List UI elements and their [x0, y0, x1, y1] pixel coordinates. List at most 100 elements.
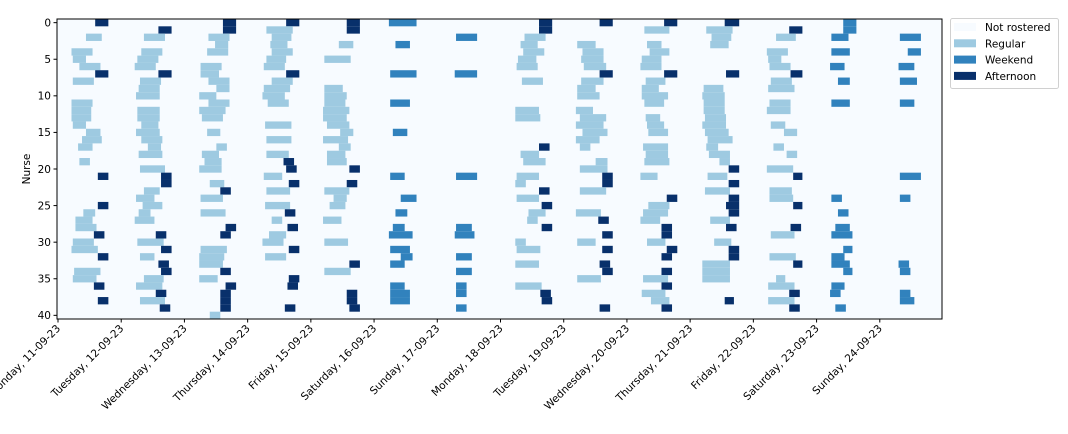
shift-cell-afternoon	[93, 282, 105, 290]
shift-cell-weekend	[899, 297, 915, 305]
shift-cell-afternoon	[661, 282, 673, 290]
shift-cell-regular	[323, 216, 342, 224]
shift-cell-afternoon	[346, 297, 358, 305]
shift-cell-weekend	[831, 260, 850, 268]
shift-cell-weekend	[831, 282, 845, 290]
shift-cell-regular	[216, 84, 230, 93]
shift-cell-regular	[271, 216, 283, 224]
shift-cell-regular	[209, 179, 225, 188]
shift-cell-regular	[270, 40, 288, 49]
shift-cell-afternoon	[97, 201, 109, 210]
shift-cell-regular	[72, 121, 86, 129]
shift-cell-regular	[714, 238, 732, 246]
shift-cell-regular	[768, 297, 795, 305]
shift-cell-regular	[323, 136, 349, 144]
shift-cell-regular	[265, 253, 287, 261]
shift-cell-regular	[769, 187, 792, 195]
shift-cell-afternoon	[541, 297, 553, 305]
shift-cell-regular	[703, 99, 725, 107]
shift-cell-regular	[707, 136, 733, 144]
shift-cell-weekend	[830, 289, 841, 298]
shift-cell-weekend	[899, 289, 911, 298]
shift-cell-weekend	[831, 253, 845, 261]
shift-cell-weekend	[456, 282, 467, 290]
shift-cell-regular	[201, 150, 219, 159]
y-tick-label: 10	[38, 91, 51, 103]
shift-cell-regular	[575, 209, 601, 217]
shift-cell-regular	[648, 128, 669, 137]
shift-cell-afternoon	[793, 201, 803, 210]
shift-cell-weekend	[390, 260, 405, 268]
shift-cell-regular	[82, 136, 102, 144]
shift-cell-regular	[710, 216, 730, 224]
shift-cell-regular	[577, 238, 596, 246]
shift-cell-regular	[708, 150, 730, 159]
shift-cell-weekend	[456, 267, 472, 276]
shift-cell-regular	[266, 26, 293, 34]
shift-cell-weekend	[843, 19, 857, 27]
shift-cell-regular	[641, 92, 669, 100]
shift-cell-regular	[137, 55, 159, 63]
shift-cell-afternoon	[728, 179, 740, 188]
shift-cell-regular	[702, 260, 730, 268]
shift-cell-regular	[204, 158, 222, 166]
shift-cell-regular	[769, 62, 791, 71]
x-tick-label: Friday, 15-09-23	[247, 323, 316, 392]
shift-cell-weekend	[831, 99, 850, 107]
shift-cell-regular	[783, 128, 798, 137]
shift-cell-regular	[581, 77, 604, 85]
shift-cell-regular	[200, 70, 219, 78]
shift-cell-regular	[324, 99, 346, 107]
shift-cell-weekend	[390, 70, 417, 78]
shift-cell-afternoon	[222, 19, 237, 27]
shift-cell-regular	[143, 275, 164, 283]
shift-cell-regular	[72, 238, 94, 246]
shift-cell-regular	[262, 238, 284, 246]
shift-cell-regular	[199, 253, 225, 261]
shift-cell-regular	[766, 48, 788, 56]
shift-cell-regular	[647, 40, 662, 49]
shift-cell-regular	[702, 275, 730, 283]
shift-cell-afternoon	[286, 19, 300, 27]
y-tick-label: 30	[38, 237, 51, 249]
shift-cell-regular	[138, 209, 151, 217]
shift-cell-afternoon	[346, 26, 360, 34]
y-tick-label: 5	[44, 54, 51, 66]
shift-cell-regular	[338, 143, 351, 151]
shift-cell-afternoon	[284, 209, 296, 217]
shift-cell-regular	[702, 121, 727, 129]
shift-cell-afternoon	[539, 143, 550, 151]
shift-cell-afternoon	[728, 253, 740, 261]
shift-cell-regular	[199, 92, 217, 100]
shift-cell-regular	[577, 275, 601, 283]
shift-cell-afternoon	[728, 165, 740, 173]
shift-cell-weekend	[456, 253, 472, 261]
shift-cell-afternoon	[728, 194, 740, 202]
shift-cell-weekend	[831, 48, 850, 56]
shift-cell-regular	[147, 143, 162, 151]
shift-cell-afternoon	[161, 172, 172, 180]
shift-cell-regular	[263, 84, 291, 93]
shift-cell-regular	[269, 231, 287, 239]
legend-label: Regular	[985, 38, 1026, 50]
shift-cell-regular	[579, 143, 591, 151]
shift-cell-weekend	[388, 231, 413, 239]
shift-cell-regular	[262, 92, 285, 100]
shift-cell-regular	[137, 114, 160, 122]
shift-cell-afternoon	[155, 289, 167, 298]
shift-cell-afternoon	[349, 165, 360, 173]
shift-cell-weekend	[831, 33, 849, 41]
shift-cell-weekend	[899, 194, 911, 202]
shift-cell-regular	[577, 92, 600, 100]
shift-cell-regular	[323, 114, 347, 122]
shift-cell-afternoon	[283, 158, 295, 166]
shift-cell-regular	[199, 275, 218, 283]
shift-cell-regular	[703, 84, 724, 93]
shift-cell-regular	[515, 238, 526, 246]
shift-cell-afternoon	[220, 267, 231, 276]
shift-cell-weekend	[843, 26, 857, 34]
shift-cell-regular	[338, 40, 354, 49]
shift-cell-regular	[702, 92, 725, 100]
shift-cell-regular	[74, 267, 101, 276]
shift-cell-afternoon	[225, 223, 237, 232]
